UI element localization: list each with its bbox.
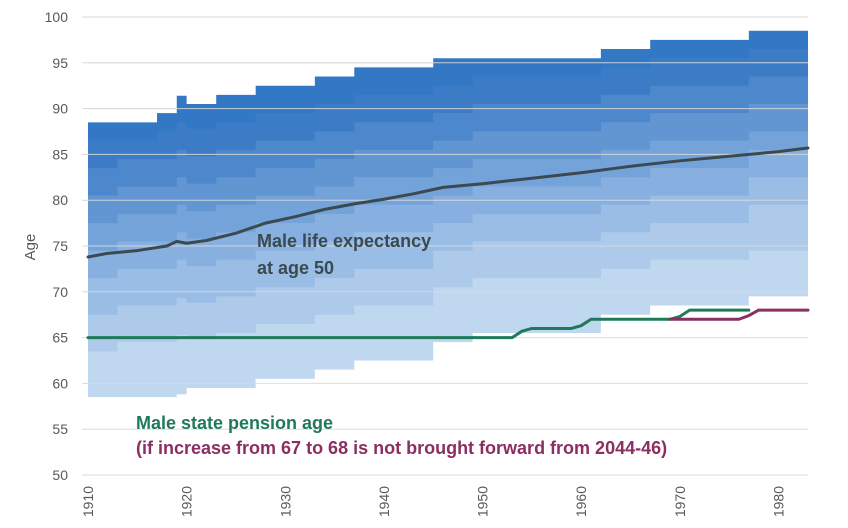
y-tick-label: 95 bbox=[52, 55, 68, 71]
y-axis-title: Age bbox=[22, 234, 39, 261]
series-line-2 bbox=[86, 308, 751, 340]
y-tick-label: 70 bbox=[52, 284, 68, 300]
x-axis-ticks: 1910 1920 1930 1940 1950 1960 1970 1980 bbox=[80, 486, 786, 517]
series-line-3 bbox=[668, 308, 810, 321]
x-tick-label: 1930 bbox=[277, 486, 293, 517]
life-expectancy-label-line2: at age 50 bbox=[257, 258, 334, 278]
y-tick-label: 60 bbox=[52, 375, 68, 391]
not-brought-forward-label: (if increase from 67 to 68 is not brough… bbox=[136, 438, 667, 458]
below-band-fill bbox=[88, 296, 808, 475]
series-lines bbox=[86, 146, 810, 340]
life-expectancy-bands bbox=[88, 16, 808, 476]
x-tick-label: 1970 bbox=[672, 486, 688, 517]
y-tick-label: 75 bbox=[52, 238, 68, 254]
x-tick-label: 1960 bbox=[573, 486, 589, 517]
life-expectancy-label-line1: Male life expectancy bbox=[257, 231, 431, 251]
y-tick-label: 50 bbox=[52, 467, 68, 483]
x-tick-label: 1910 bbox=[80, 486, 96, 517]
y-tick-label: 65 bbox=[52, 330, 68, 346]
y-tick-label: 85 bbox=[52, 146, 68, 162]
x-tick-label: 1980 bbox=[770, 486, 786, 517]
pension-age-label: Male state pension age bbox=[136, 413, 333, 433]
x-tick-label: 1940 bbox=[376, 486, 392, 517]
x-tick-label: 1920 bbox=[179, 486, 195, 517]
y-tick-label: 80 bbox=[52, 192, 68, 208]
y-axis-ticks: 50 55 60 65 70 75 80 85 90 95 100 bbox=[45, 9, 69, 483]
y-tick-label: 100 bbox=[45, 9, 69, 25]
y-tick-label: 90 bbox=[52, 101, 68, 117]
x-tick-label: 1950 bbox=[475, 486, 491, 517]
series-line-1 bbox=[86, 146, 810, 259]
y-tick-label: 55 bbox=[52, 421, 68, 437]
